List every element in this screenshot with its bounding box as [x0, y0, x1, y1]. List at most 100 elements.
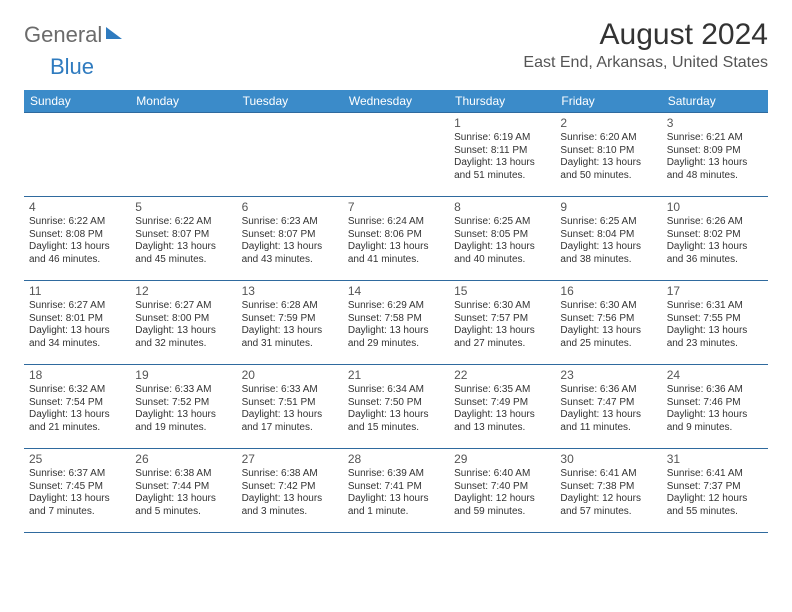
day-number: 15: [454, 284, 550, 299]
calendar-cell: 27Sunrise: 6:38 AMSunset: 7:42 PMDayligh…: [237, 449, 343, 533]
sunset-text: Sunset: 7:55 PM: [667, 313, 763, 326]
daylight-text: Daylight: 13 hours and 13 minutes.: [454, 409, 550, 434]
day-number: 22: [454, 368, 550, 383]
daylight-text: Daylight: 12 hours and 55 minutes.: [667, 493, 763, 518]
sunset-text: Sunset: 7:41 PM: [348, 481, 444, 494]
day-number: 20: [242, 368, 338, 383]
sunrise-text: Sunrise: 6:32 AM: [29, 384, 125, 397]
sunset-text: Sunset: 7:58 PM: [348, 313, 444, 326]
sunrise-text: Sunrise: 6:29 AM: [348, 300, 444, 313]
daylight-text: Daylight: 13 hours and 34 minutes.: [29, 325, 125, 350]
calendar-cell: 20Sunrise: 6:33 AMSunset: 7:51 PMDayligh…: [237, 365, 343, 449]
sunset-text: Sunset: 7:52 PM: [135, 397, 231, 410]
sunset-text: Sunset: 7:51 PM: [242, 397, 338, 410]
calendar-cell: 17Sunrise: 6:31 AMSunset: 7:55 PMDayligh…: [662, 281, 768, 365]
calendar-cell: 19Sunrise: 6:33 AMSunset: 7:52 PMDayligh…: [130, 365, 236, 449]
calendar-cell: 2Sunrise: 6:20 AMSunset: 8:10 PMDaylight…: [555, 113, 661, 197]
calendar-week: 25Sunrise: 6:37 AMSunset: 7:45 PMDayligh…: [24, 449, 768, 533]
sunrise-text: Sunrise: 6:22 AM: [29, 216, 125, 229]
calendar-cell: 28Sunrise: 6:39 AMSunset: 7:41 PMDayligh…: [343, 449, 449, 533]
day-number: 31: [667, 452, 763, 467]
sunrise-text: Sunrise: 6:22 AM: [135, 216, 231, 229]
sunset-text: Sunset: 7:54 PM: [29, 397, 125, 410]
day-number: 23: [560, 368, 656, 383]
sunrise-text: Sunrise: 6:26 AM: [667, 216, 763, 229]
daylight-text: Daylight: 13 hours and 15 minutes.: [348, 409, 444, 434]
sunset-text: Sunset: 8:00 PM: [135, 313, 231, 326]
day-number: 2: [560, 116, 656, 131]
daylight-text: Daylight: 13 hours and 51 minutes.: [454, 157, 550, 182]
sunset-text: Sunset: 8:06 PM: [348, 229, 444, 242]
daylight-text: Daylight: 13 hours and 40 minutes.: [454, 241, 550, 266]
month-title: August 2024: [523, 18, 768, 52]
sunrise-text: Sunrise: 6:31 AM: [667, 300, 763, 313]
brand-blue: Blue: [50, 54, 94, 79]
sunrise-text: Sunrise: 6:25 AM: [454, 216, 550, 229]
sunset-text: Sunset: 8:07 PM: [242, 229, 338, 242]
day-number: 14: [348, 284, 444, 299]
sunrise-text: Sunrise: 6:25 AM: [560, 216, 656, 229]
daylight-text: Daylight: 13 hours and 1 minute.: [348, 493, 444, 518]
calendar-cell: 3Sunrise: 6:21 AMSunset: 8:09 PMDaylight…: [662, 113, 768, 197]
sunset-text: Sunset: 8:09 PM: [667, 145, 763, 158]
calendar-cell: [24, 113, 130, 197]
daylight-text: Daylight: 13 hours and 21 minutes.: [29, 409, 125, 434]
sunrise-text: Sunrise: 6:36 AM: [560, 384, 656, 397]
day-header: Saturday: [662, 90, 768, 113]
title-block: August 2024 East End, Arkansas, United S…: [523, 18, 768, 72]
calendar-table: SundayMondayTuesdayWednesdayThursdayFrid…: [24, 90, 768, 533]
sunset-text: Sunset: 7:56 PM: [560, 313, 656, 326]
day-number: 21: [348, 368, 444, 383]
calendar-cell: 14Sunrise: 6:29 AMSunset: 7:58 PMDayligh…: [343, 281, 449, 365]
daylight-text: Daylight: 13 hours and 41 minutes.: [348, 241, 444, 266]
calendar-cell: 11Sunrise: 6:27 AMSunset: 8:01 PMDayligh…: [24, 281, 130, 365]
sunrise-text: Sunrise: 6:19 AM: [454, 132, 550, 145]
sunset-text: Sunset: 8:07 PM: [135, 229, 231, 242]
day-number: 17: [667, 284, 763, 299]
sunset-text: Sunset: 8:11 PM: [454, 145, 550, 158]
calendar-cell: [343, 113, 449, 197]
daylight-text: Daylight: 13 hours and 46 minutes.: [29, 241, 125, 266]
daylight-text: Daylight: 13 hours and 23 minutes.: [667, 325, 763, 350]
daylight-text: Daylight: 13 hours and 27 minutes.: [454, 325, 550, 350]
sunrise-text: Sunrise: 6:21 AM: [667, 132, 763, 145]
brand-general: General: [24, 22, 102, 48]
day-number: 26: [135, 452, 231, 467]
sunrise-text: Sunrise: 6:41 AM: [667, 468, 763, 481]
sunset-text: Sunset: 7:47 PM: [560, 397, 656, 410]
daylight-text: Daylight: 12 hours and 57 minutes.: [560, 493, 656, 518]
day-number: 7: [348, 200, 444, 215]
sunset-text: Sunset: 7:44 PM: [135, 481, 231, 494]
sunset-text: Sunset: 7:49 PM: [454, 397, 550, 410]
calendar-week: 18Sunrise: 6:32 AMSunset: 7:54 PMDayligh…: [24, 365, 768, 449]
calendar-cell: [237, 113, 343, 197]
day-number: 1: [454, 116, 550, 131]
day-number: 16: [560, 284, 656, 299]
sunset-text: Sunset: 8:02 PM: [667, 229, 763, 242]
day-number: 3: [667, 116, 763, 131]
sunset-text: Sunset: 8:05 PM: [454, 229, 550, 242]
day-header: Friday: [555, 90, 661, 113]
calendar-cell: 15Sunrise: 6:30 AMSunset: 7:57 PMDayligh…: [449, 281, 555, 365]
sunset-text: Sunset: 7:59 PM: [242, 313, 338, 326]
sunrise-text: Sunrise: 6:35 AM: [454, 384, 550, 397]
sunrise-text: Sunrise: 6:36 AM: [667, 384, 763, 397]
calendar-cell: 23Sunrise: 6:36 AMSunset: 7:47 PMDayligh…: [555, 365, 661, 449]
sunrise-text: Sunrise: 6:39 AM: [348, 468, 444, 481]
location-text: East End, Arkansas, United States: [523, 54, 768, 72]
calendar-cell: [130, 113, 236, 197]
sunrise-text: Sunrise: 6:20 AM: [560, 132, 656, 145]
calendar-week: 1Sunrise: 6:19 AMSunset: 8:11 PMDaylight…: [24, 113, 768, 197]
daylight-text: Daylight: 13 hours and 43 minutes.: [242, 241, 338, 266]
day-number: 29: [454, 452, 550, 467]
day-number: 24: [667, 368, 763, 383]
sunrise-text: Sunrise: 6:30 AM: [560, 300, 656, 313]
sunset-text: Sunset: 7:38 PM: [560, 481, 656, 494]
day-number: 13: [242, 284, 338, 299]
day-number: 6: [242, 200, 338, 215]
sunrise-text: Sunrise: 6:24 AM: [348, 216, 444, 229]
day-number: 27: [242, 452, 338, 467]
daylight-text: Daylight: 13 hours and 25 minutes.: [560, 325, 656, 350]
daylight-text: Daylight: 13 hours and 17 minutes.: [242, 409, 338, 434]
sunset-text: Sunset: 7:40 PM: [454, 481, 550, 494]
